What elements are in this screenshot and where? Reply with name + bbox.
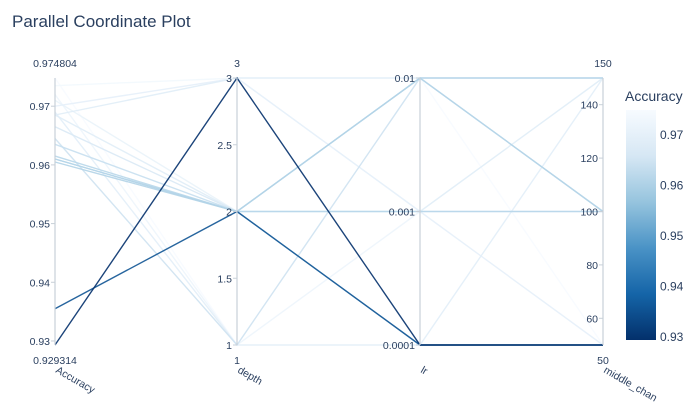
axis-tick-label: 0.93 bbox=[30, 336, 51, 348]
colorbar: Accuracy 0.93 0.94 0.95 0.96 0.97 bbox=[625, 88, 684, 344]
colorbar-tick-label: 0.96 bbox=[660, 178, 684, 192]
colorbar-ticks: 0.93 0.94 0.95 0.96 0.97 bbox=[660, 128, 684, 344]
axis-tick-label: 0.0001 bbox=[383, 340, 415, 352]
data-polyline bbox=[54, 77, 604, 213]
axis-tick-label: 120 bbox=[580, 153, 598, 165]
data-polyline bbox=[54, 158, 603, 213]
axis-tick-label: 0.96 bbox=[30, 160, 51, 172]
axis-tick-label: 3 bbox=[226, 73, 232, 85]
axis-tick-label: 1.5 bbox=[217, 273, 232, 285]
colorbar-tick-label: 0.93 bbox=[660, 330, 684, 344]
axis-lr[interactable]: 0.0001 0.001 0.01 lr bbox=[383, 73, 430, 378]
axis-tick-label: 60 bbox=[586, 313, 598, 325]
data-polyline bbox=[54, 158, 603, 346]
data-polyline bbox=[54, 143, 603, 346]
axis-tick-label: 80 bbox=[586, 260, 598, 272]
colorbar-tick-label: 0.95 bbox=[660, 229, 684, 243]
axis-tick-label: 1 bbox=[226, 340, 232, 352]
polylines-layer bbox=[54, 76, 604, 347]
data-polyline bbox=[54, 76, 603, 346]
axis-title: depth bbox=[236, 364, 265, 388]
axis-max-label: 3 bbox=[234, 58, 240, 70]
axis-tick-label: 2 bbox=[226, 207, 232, 219]
axis-min-label: 50 bbox=[597, 355, 609, 367]
axes-layer: 0.93 0.94 0.95 0.96 0.97 0.974804 0.929314Accu… bbox=[30, 58, 660, 404]
colorbar-tick-label: 0.94 bbox=[660, 279, 684, 293]
axis-title: middle_chan bbox=[602, 364, 660, 404]
axis-title: Accuracy bbox=[54, 364, 98, 396]
colorbar-title: Accuracy bbox=[625, 88, 683, 104]
colorbar-gradient bbox=[626, 110, 656, 340]
chart-title: Parallel Coordinate Plot bbox=[12, 12, 191, 31]
axis-max-label: 150 bbox=[594, 58, 612, 70]
axis-tick-label: 100 bbox=[580, 207, 598, 219]
axis-min-label: 0.929314 bbox=[33, 355, 77, 367]
data-polyline bbox=[54, 94, 603, 346]
axis-tick-label: 140 bbox=[580, 100, 598, 112]
axis-max-label: 0.974804 bbox=[33, 58, 77, 70]
axis-tick-label: 0.95 bbox=[30, 219, 51, 231]
axis-tick-label: 2.5 bbox=[217, 140, 232, 152]
axis-tick-label: 0.01 bbox=[395, 73, 416, 85]
axis-tick-label: 0.97 bbox=[30, 101, 51, 113]
axis-min-label: 1 bbox=[234, 355, 240, 367]
axis-tick-label: 0.94 bbox=[30, 277, 51, 289]
colorbar-tick-label: 0.97 bbox=[660, 128, 684, 142]
axis-Accuracy[interactable]: 0.93 0.94 0.95 0.96 0.97 0.974804 0.929314Accu… bbox=[30, 58, 98, 397]
axis-title: lr bbox=[419, 364, 430, 378]
axis-tick-label: 0.001 bbox=[389, 207, 415, 219]
